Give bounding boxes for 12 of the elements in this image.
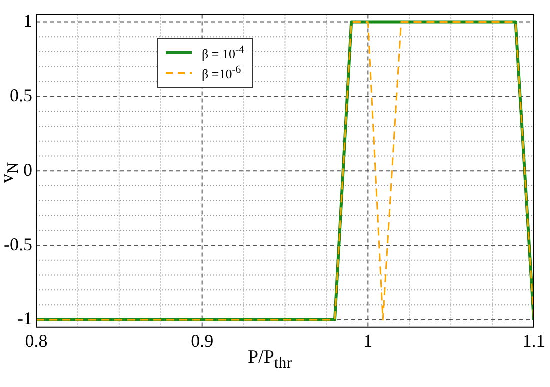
y-tick-label: -0.5 (4, 234, 32, 254)
y-tick-label: 0.5 (10, 85, 32, 106)
x-tick-label: 1.1 (522, 330, 546, 351)
y-tick-label: 0 (23, 160, 32, 180)
x-tick-label: 0.8 (25, 330, 48, 351)
x-tick-label: 1 (364, 330, 373, 351)
legend-label: β = 10$^{-4}$ (202, 44, 244, 62)
y-tick-label: -1 (17, 308, 32, 329)
x-tick-label: 0.9 (191, 330, 214, 351)
x-axis-title: P/P$_{thr}$ (248, 347, 292, 372)
legend-label: β =10$^{-6}$ (202, 64, 242, 82)
y-tick-label: 1 (23, 10, 32, 31)
